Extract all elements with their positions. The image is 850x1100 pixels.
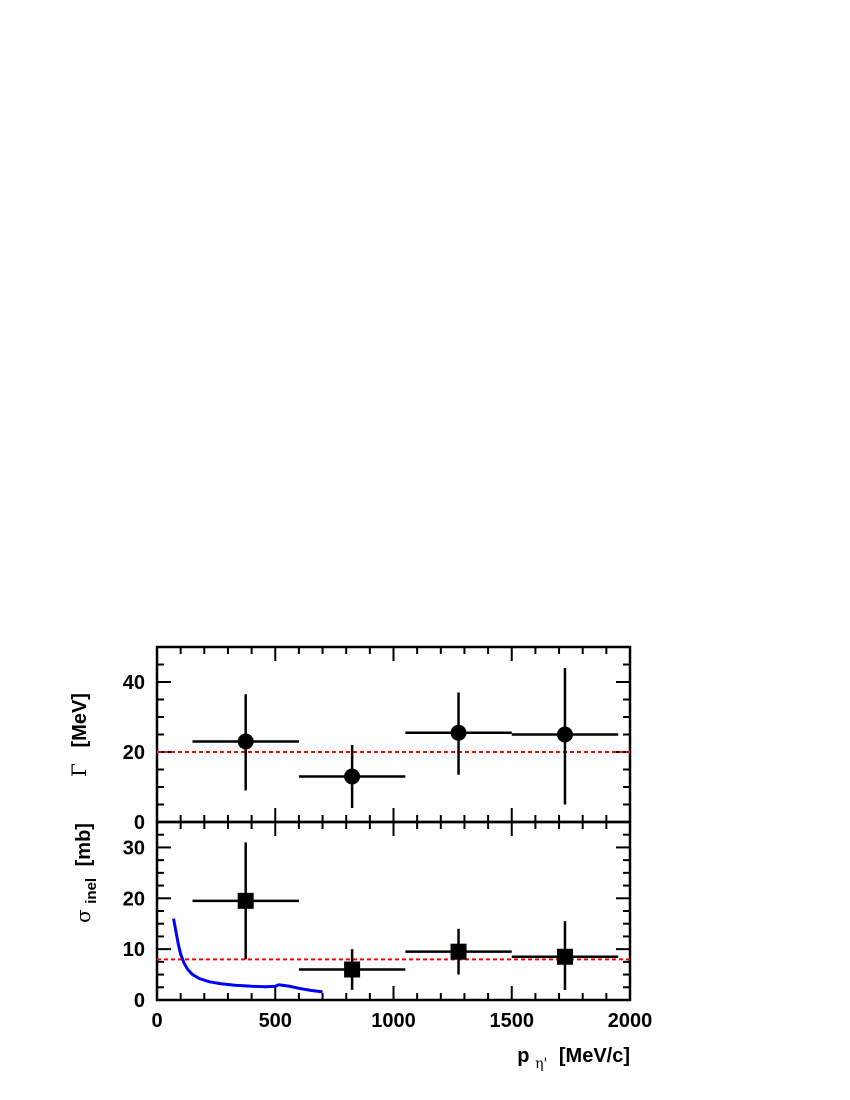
- y-tick-label: 20: [123, 888, 145, 910]
- bottom-ylabel: σ inel [mb]: [71, 823, 101, 923]
- x-tick-label: 1000: [371, 1010, 416, 1032]
- y-tick-label: 10: [123, 939, 145, 961]
- model-curve: [172, 918, 323, 994]
- bottom-ylabel-sub: inel: [83, 878, 100, 904]
- top-ylabel: Γ [MeV]: [67, 693, 91, 777]
- data-point: [237, 733, 254, 750]
- x-tick-label: 500: [259, 1010, 292, 1032]
- y-tick-label: 20: [123, 742, 145, 764]
- xlabel-unit: [MeV/c]: [559, 1045, 630, 1067]
- data-point: [237, 892, 254, 909]
- top-panel: 0 20 40: [123, 645, 632, 834]
- bottom-panel: 0 10 20 30 0 500 1000 1500 2000: [123, 820, 653, 1032]
- x-tick-label: 2000: [608, 1010, 653, 1032]
- plot-frame: [155, 820, 632, 1002]
- xlabel-main: p: [517, 1045, 529, 1067]
- data-point: [450, 724, 467, 741]
- data-point: [344, 768, 361, 785]
- y-tick-label: 40: [123, 672, 145, 694]
- svg-text:σ inel [mb]: σ inel [mb]: [71, 823, 101, 923]
- data-point: [344, 961, 361, 978]
- top-ylabel-symbol: Γ: [67, 763, 91, 777]
- bottom-ylabel-symbol: σ: [71, 909, 95, 923]
- svg-text:Γ [MeV]: Γ [MeV]: [67, 693, 91, 777]
- y-tick-label: 30: [123, 837, 145, 859]
- top-ylabel-unit: [MeV]: [69, 693, 91, 747]
- xlabel: p η' [MeV/c]: [517, 1045, 630, 1073]
- x-tick-label: 0: [151, 1010, 162, 1032]
- y-tick-label: 0: [134, 990, 145, 1012]
- xlabel-sub: η': [535, 1056, 547, 1072]
- y-tick-label: 0: [134, 812, 145, 834]
- x-tick-label: 1500: [490, 1010, 535, 1032]
- data-point: [450, 943, 467, 960]
- bottom-ylabel-unit: [mb]: [73, 823, 95, 866]
- data-point: [556, 948, 573, 965]
- data-point: [556, 726, 573, 743]
